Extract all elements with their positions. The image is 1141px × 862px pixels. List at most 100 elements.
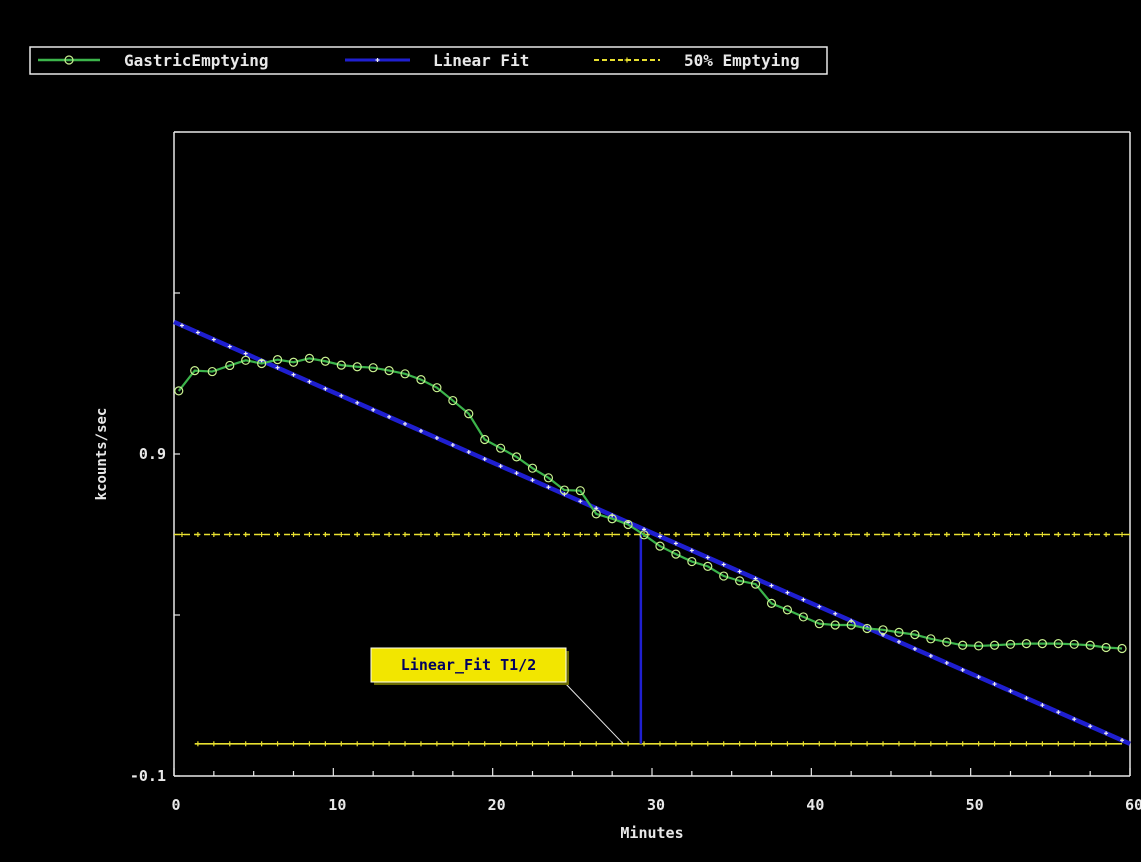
series-linear-fit-marker <box>1008 689 1013 694</box>
series-gastric-emptying-point <box>257 358 267 369</box>
annotation-box <box>370 647 567 683</box>
baseline-marker <box>418 741 424 747</box>
series-50pct-emptying-marker <box>769 532 774 537</box>
legend-swatch-marker <box>375 58 380 62</box>
baseline-marker <box>753 741 759 747</box>
series-50pct-emptying-marker <box>976 532 982 537</box>
baseline-marker <box>657 741 663 747</box>
series-50pct-emptying-marker <box>673 532 679 537</box>
baseline-marker <box>705 741 711 747</box>
baseline-marker <box>848 741 854 747</box>
baseline-marker <box>498 741 504 747</box>
series-gastric-emptying-point <box>464 409 474 419</box>
baseline-marker <box>211 741 217 747</box>
series-linear-fit-marker <box>1088 724 1093 729</box>
series-50pct-emptying-marker <box>737 532 743 537</box>
baseline-marker <box>434 741 440 747</box>
series-gastric-emptying-point <box>958 640 968 650</box>
baseline-marker <box>227 741 233 747</box>
series-50pct-emptying-marker <box>593 532 599 537</box>
y-axis-label: kcounts/sec <box>94 408 110 501</box>
y-tick-label: 0.9 <box>139 445 166 463</box>
baseline-marker <box>259 741 265 747</box>
series-gastric-emptying-point <box>174 386 184 396</box>
series-linear-fit-marker <box>1104 731 1109 736</box>
series-50pct-emptying-marker <box>784 532 790 537</box>
series-linear-fit-marker <box>689 548 694 553</box>
series-50pct-emptying-marker <box>1119 532 1125 537</box>
series-gastric-emptying-point <box>671 549 681 559</box>
series-50pct-emptying-marker <box>386 532 392 537</box>
series-gastric-emptying-point <box>432 383 442 393</box>
series-50pct-emptying-marker <box>577 532 583 537</box>
series-linear-fit-marker <box>1072 717 1077 722</box>
series-linear-fit-marker <box>1024 696 1029 701</box>
series-gastric-emptying-point <box>830 620 840 630</box>
series-gastric-emptying-point <box>798 612 808 622</box>
series-gastric-emptying-point <box>559 485 569 495</box>
baseline-marker <box>880 741 886 747</box>
legend-item: Linear Fit <box>345 51 529 70</box>
series-gastric-emptying-point <box>207 366 217 377</box>
series-linear-fit-marker <box>195 330 200 335</box>
series-50pct-emptying-marker <box>705 532 711 537</box>
baseline-marker <box>1023 741 1029 747</box>
series-50pct-emptying-marker <box>848 532 854 537</box>
series-gastric-emptying-point <box>368 363 378 373</box>
series-gastric-emptying-point <box>591 509 601 519</box>
baseline-marker <box>960 741 966 747</box>
baseline-marker <box>545 741 551 747</box>
series-50pct-emptying-marker <box>291 532 296 537</box>
x-tick-label: 30 <box>647 796 665 814</box>
series-50pct-emptying-marker <box>450 532 456 537</box>
baseline-marker <box>386 741 392 747</box>
series-50pct-emptying-marker <box>275 532 281 537</box>
series-50pct-emptying-marker <box>466 532 472 537</box>
series-gastric-emptying-point <box>190 366 200 376</box>
series-gastric-emptying-point <box>288 357 299 367</box>
baseline-marker <box>689 741 695 747</box>
baseline-marker <box>450 741 456 747</box>
series-50pct-emptying-marker <box>1008 532 1013 537</box>
series-linear-fit-marker <box>227 344 232 349</box>
series-50pct-emptying-marker <box>1071 532 1077 537</box>
x-tick-label: 40 <box>806 796 824 814</box>
series-gastric-emptying-point <box>1117 643 1127 654</box>
series-linear-fit-marker <box>1120 738 1125 743</box>
series-linear-fit-marker <box>1040 703 1045 708</box>
series-50pct-emptying-marker <box>498 532 504 537</box>
legend-swatch-marker <box>624 57 630 63</box>
x-tick-label: 50 <box>966 796 984 814</box>
series-linear-fit-marker <box>498 464 503 469</box>
series-50pct-emptying-marker <box>1087 532 1093 537</box>
series-gastric-emptying-point <box>862 623 872 634</box>
series-50pct-emptying-marker <box>179 532 185 537</box>
series-layer <box>173 319 1131 747</box>
series-50pct-emptying-marker <box>832 532 838 537</box>
series-gastric-emptying-point <box>878 625 888 635</box>
series-gastric-emptying-point <box>241 355 251 365</box>
baseline-marker <box>530 741 535 747</box>
series-linear-fit-marker <box>737 569 742 574</box>
series-linear-fit-marker <box>530 478 535 483</box>
series-gastric-emptying-point <box>782 605 793 615</box>
legend-border <box>29 46 828 75</box>
series-gastric-emptying-point <box>543 473 554 483</box>
series-50pct-emptying-marker <box>227 532 233 537</box>
legend: GastricEmptying Linear Fit 50% Emptying <box>29 46 828 75</box>
series-gastric-emptying-point <box>639 530 649 540</box>
legend-item: GastricEmptying <box>38 51 269 70</box>
series-gastric-emptying-point <box>623 519 633 530</box>
series-gastric-emptying-point <box>910 630 920 640</box>
series-linear-fit-marker <box>275 365 280 370</box>
series-50pct-emptying-marker <box>944 532 950 537</box>
series-gastric-emptying-point <box>894 627 904 637</box>
series-gastric-emptying-point <box>1069 639 1079 649</box>
series-50pct-emptying-marker <box>896 532 902 537</box>
series-gastric-emptying-point <box>766 598 777 609</box>
baseline-marker <box>593 741 599 747</box>
baseline-marker <box>1055 741 1061 747</box>
series-50pct-emptying-marker <box>753 532 759 537</box>
baseline-marker <box>625 741 631 747</box>
